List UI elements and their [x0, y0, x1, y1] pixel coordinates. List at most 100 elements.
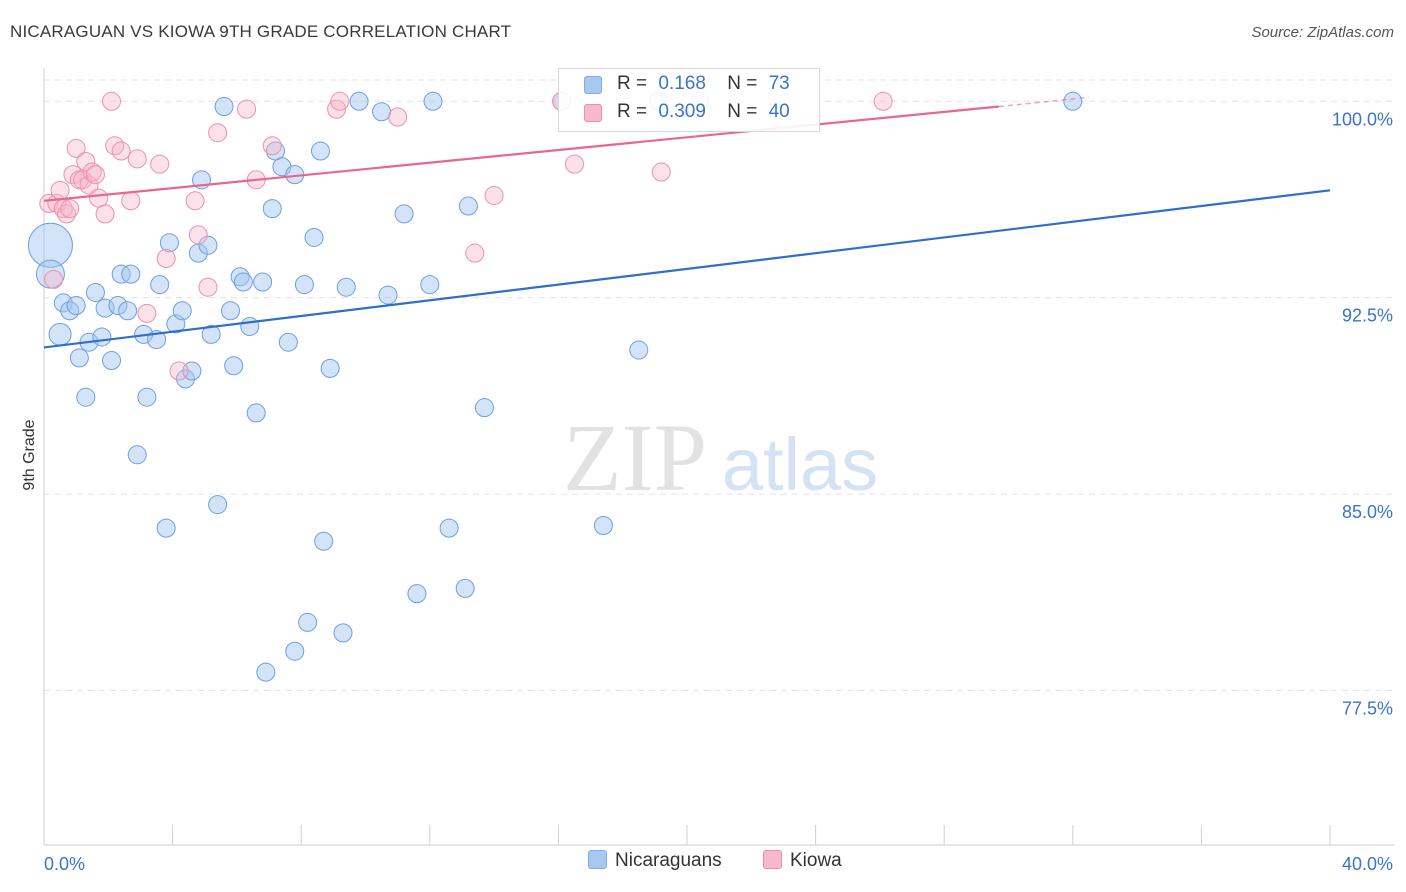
nicaraguans-point: [230, 267, 250, 287]
bottom-legend-nicaraguans: Nicaraguans: [588, 850, 722, 872]
bottom-legend-swatch-kiowa: [763, 850, 782, 869]
nicaraguans-point: [76, 387, 96, 407]
nicaraguans-point: [246, 403, 266, 423]
nicaraguans-point: [262, 199, 282, 219]
kiowa-point: [156, 248, 176, 268]
nicaraguans-point: [372, 102, 392, 122]
nicaraguans-point: [304, 227, 324, 247]
legend-swatch-kiowa: [584, 104, 602, 122]
kiowa-trend-extension: [998, 96, 1089, 108]
nicaraguans-point: [593, 516, 613, 536]
bottom-legend-label-nicaraguans: Nicaraguans: [615, 850, 722, 871]
nicaraguans-point: [378, 285, 398, 305]
kiowa-point: [85, 165, 105, 185]
nicaraguans-point: [66, 296, 86, 316]
nicaraguans-point: [137, 387, 157, 407]
nicaraguans-point: [349, 91, 369, 111]
nicaraguans-point: [220, 301, 240, 321]
kiowa-point: [237, 99, 257, 119]
nicaraguans-point: [458, 196, 478, 216]
nicaraguans-point: [314, 531, 334, 551]
nicaraguans-point: [150, 275, 170, 295]
nicaraguans-point: [253, 272, 273, 292]
nicaraguans-trend-line: [43, 189, 1331, 349]
nicaraguans-point: [394, 204, 414, 224]
kiowa-point: [66, 138, 86, 158]
nicaraguans-point: [320, 358, 340, 378]
kiowa-point: [127, 149, 147, 169]
nicaraguans-point: [240, 316, 260, 336]
kiowa-point: [121, 191, 141, 211]
kiowa-point: [63, 165, 83, 185]
kiowa-point: [208, 123, 228, 143]
legend-text-nicaraguans: R = 0.168 N = 73: [617, 73, 790, 95]
nicaraguans-point: [214, 97, 234, 117]
nicaraguans-point: [278, 332, 298, 352]
kiowa-point: [873, 91, 893, 111]
nicaraguans-point: [48, 322, 72, 346]
kiowa-point: [327, 99, 347, 119]
watermark-zip: ZIP: [563, 404, 707, 511]
legend-r-label: R =: [617, 101, 648, 122]
kiowa-point: [188, 225, 208, 245]
chart-title: NICARAGUAN VS KIOWA 9TH GRADE CORRELATIO…: [10, 22, 512, 41]
kiowa-point: [102, 91, 122, 111]
kiowa-point: [169, 361, 189, 381]
legend-r-value: 0.309: [658, 101, 706, 122]
legend-n-label: N =: [727, 73, 758, 94]
nicaraguans-point: [256, 662, 276, 682]
legend-r-value: 0.168: [658, 73, 706, 94]
kiowa-point: [57, 204, 77, 224]
nicaraguans-point: [423, 91, 443, 111]
nicaraguans-point: [407, 584, 427, 604]
correlation-legend: R = 0.168 N = 73 R = 0.309 N = 40: [558, 68, 820, 132]
nicaraguans-point: [294, 275, 314, 295]
legend-n-label: N =: [727, 101, 758, 122]
bottom-legend-kiowa: Kiowa: [763, 850, 842, 872]
nicaraguans-point: [172, 301, 192, 321]
kiowa-point: [137, 303, 157, 323]
nicaraguans-point: [111, 264, 131, 284]
kiowa-point: [82, 162, 102, 182]
kiowa-point: [150, 154, 170, 174]
legend-n-value: 40: [768, 101, 790, 122]
source-label: Source: ZipAtlas.com: [1251, 24, 1394, 41]
bottom-legend-swatch-nicaraguans: [588, 850, 607, 869]
nicaraguans-point: [60, 301, 80, 321]
nicaraguans-point: [224, 356, 244, 376]
nicaraguans-point: [159, 233, 179, 253]
kiowa-point: [105, 136, 125, 156]
kiowa-point: [330, 91, 350, 111]
y-axis-title: 9th Grade: [21, 419, 38, 490]
nicaraguans-point: [85, 282, 105, 302]
nicaraguans-point: [175, 369, 195, 389]
nicaraguans-point: [474, 398, 494, 418]
nicaraguans-point: [233, 272, 253, 292]
nicaraguans-point: [198, 235, 218, 255]
nicaraguans-point: [27, 222, 73, 268]
nicaraguans-point: [333, 623, 353, 643]
kiowa-point: [50, 180, 70, 200]
kiowa-point: [73, 170, 93, 190]
x-tick-label: 40.0%: [1342, 854, 1393, 874]
nicaraguans-point: [629, 340, 649, 360]
nicaraguans-point: [102, 351, 122, 371]
legend-text-kiowa: R = 0.309 N = 40: [617, 101, 790, 123]
nicaraguans-point: [92, 327, 112, 347]
watermark-atlas: atlas: [722, 423, 878, 506]
nicaraguans-point: [208, 495, 228, 515]
y-tick-label: 92.5%: [1342, 306, 1393, 326]
nicaraguans-point: [118, 301, 138, 321]
nicaraguans-point: [439, 518, 459, 538]
kiowa-point: [484, 186, 504, 206]
y-tick-label: 100.0%: [1332, 109, 1393, 129]
bottom-legend-label-kiowa: Kiowa: [790, 850, 842, 871]
kiowa-point: [651, 162, 671, 182]
legend-n-value: 73: [768, 73, 790, 94]
nicaraguans-point: [310, 141, 330, 161]
nicaraguans-point: [455, 578, 475, 598]
nicaraguans-point: [201, 324, 221, 344]
y-tick-label: 77.5%: [1342, 698, 1393, 718]
nicaraguans-point: [420, 275, 440, 295]
